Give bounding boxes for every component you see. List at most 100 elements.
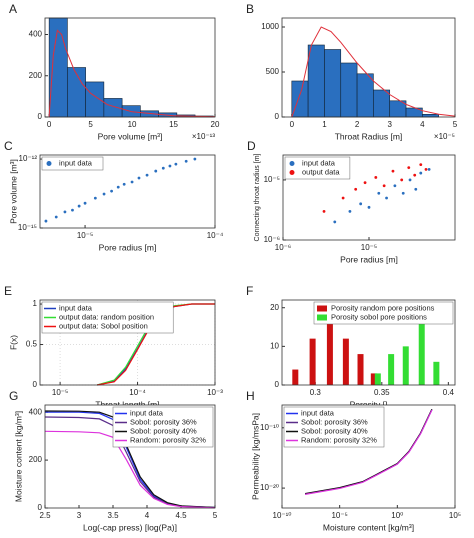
x-axis-label: Moisture content [kg/m³] (323, 522, 414, 532)
x-tick-label: 3 (77, 511, 82, 520)
legend-label: output data: random position (59, 312, 154, 321)
point (333, 220, 337, 224)
point (174, 162, 178, 166)
point (363, 181, 367, 185)
legend-label: Random: porosity 32% (301, 435, 377, 444)
point (377, 191, 381, 195)
x-tick-label: 10⁻⁶ (275, 243, 291, 252)
axes-frame (44, 17, 216, 118)
x-tick-label: 0.3 (310, 388, 322, 397)
legend-label: input data (59, 158, 93, 167)
x-tick-label: 5 (213, 511, 218, 520)
x-tick-label: 0 (290, 120, 295, 129)
x-tick-label: 10⁻⁴ (129, 388, 146, 397)
x-tick-label: 5 (88, 120, 93, 129)
point (44, 219, 48, 223)
series-line (44, 410, 216, 509)
point (137, 176, 141, 180)
x-tick-label: 10⁰ (391, 511, 403, 520)
legend-box (112, 406, 214, 448)
bar (374, 373, 381, 385)
panel-letter: F (246, 284, 253, 298)
y-tick-label: 500 (266, 67, 280, 76)
point (93, 196, 97, 200)
bar (307, 44, 325, 118)
point (424, 167, 428, 171)
series-line (44, 430, 216, 509)
axis-exponent: ×10⁻¹³ (192, 132, 215, 141)
bar (85, 81, 105, 118)
legend-label: Porosity random pore positions (331, 303, 435, 312)
point (110, 189, 113, 193)
y-axis-label: Permeability [kg/msPa] (250, 413, 260, 500)
point (374, 176, 378, 179)
axes-frame (281, 404, 456, 509)
x-axis-label: Throat Radius [m] (335, 131, 403, 141)
panel: C 10⁻⁵ 10⁻⁴ 10⁻¹⁵ 10⁻¹² Pore radius [m] Pore v… (4, 139, 224, 252)
fit-line (48, 29, 216, 118)
bar (324, 49, 342, 118)
point (382, 184, 386, 188)
y-tick-label: 10⁻¹² (19, 154, 38, 163)
panel: F 0.3 0.35 0.4 0 10 20 Porosity [] Porosity rand… (246, 284, 456, 409)
y-axis-label: Moisture content [kg/m³] (13, 411, 23, 502)
point (130, 180, 134, 184)
axes-frame (281, 17, 456, 118)
point (77, 204, 81, 208)
point (401, 191, 405, 195)
legend-label: Sobol: porosity 40% (130, 426, 197, 435)
x-tick-label: 10⁻⁵ (331, 511, 347, 520)
x-tick-label: 0 (47, 120, 52, 129)
x-axis-label: Porosity [] (350, 399, 388, 409)
bar (340, 62, 358, 118)
y-tick-label: 0.5 (26, 340, 38, 349)
y-tick-label: 10⁻²⁰ (260, 483, 279, 492)
legend-label: Random: porosity 32% (130, 435, 206, 444)
panel: H 10⁻¹⁰ 10⁻⁵ 10⁰ 10⁵ 10⁻²⁰ 10⁻¹⁰ Moisture conte… (246, 389, 461, 532)
bar (292, 369, 299, 385)
y-axis-label: F(x) (8, 335, 18, 350)
point (348, 209, 352, 213)
point (322, 209, 326, 213)
bar (418, 319, 425, 385)
y-tick-label: 400 (29, 407, 43, 416)
point (359, 202, 363, 206)
bar (357, 354, 364, 385)
panel-letter: G (9, 389, 18, 403)
bar (356, 73, 374, 118)
y-tick-label: 10⁻¹⁰ (260, 423, 279, 432)
axes-frame (281, 299, 456, 386)
panel-letter: B (246, 2, 254, 16)
x-tick-label: 3 (387, 120, 392, 129)
point (419, 171, 423, 175)
x-tick-label: 5 (453, 120, 458, 129)
y-tick-label: 0 (38, 503, 43, 512)
x-axis-label: Log(-cap press) [log(Pa)] (83, 522, 177, 532)
legend-marker (317, 305, 327, 312)
legend-label: Porosity sobol pore positions (331, 312, 427, 321)
y-tick-label: 0 (38, 112, 43, 121)
legend-label: input data (302, 158, 336, 167)
y-axis-label: Pore volume [m³] (8, 159, 18, 224)
x-tick-label: 10 (128, 120, 137, 129)
point (408, 178, 412, 182)
panel-letter: E (4, 284, 12, 298)
x-tick-label: 4 (145, 511, 150, 520)
legend-box (41, 156, 104, 171)
y-tick-label: 10⁻⁵ (264, 175, 280, 184)
point (116, 185, 120, 189)
point (184, 159, 188, 163)
point (154, 169, 158, 173)
panel: G 2.5 3 3.5 4 4.5 5 0 200 400 Log(-cap press) [log… (9, 389, 218, 532)
bar (402, 346, 409, 385)
axes-frame (44, 404, 216, 509)
legend-marker (289, 161, 295, 166)
x-tick-label: 10⁻⁴ (207, 231, 224, 240)
legend-label: output data (302, 167, 340, 176)
x-tick-label: 15 (169, 120, 178, 129)
y-tick-label: 20 (270, 303, 279, 312)
x-tick-label: 10⁻⁵ (77, 231, 93, 240)
legend-marker (46, 161, 52, 166)
legend-box (284, 156, 351, 180)
bar (433, 361, 440, 385)
